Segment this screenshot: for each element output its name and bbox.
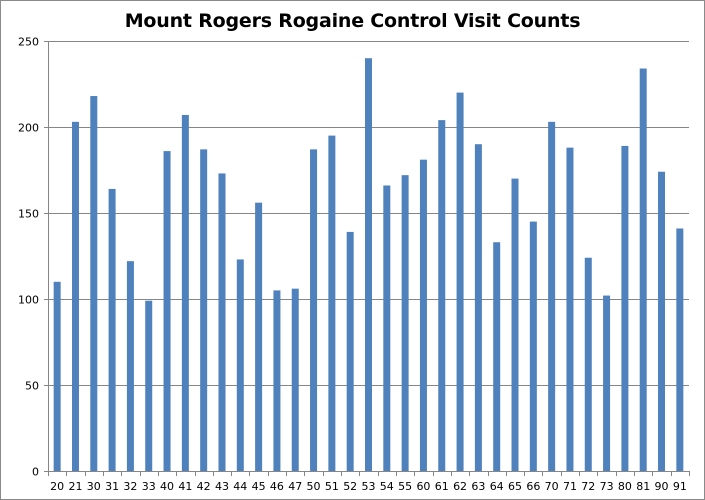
bar-47: [291, 288, 299, 471]
x-tick-label: 60: [416, 480, 430, 493]
bar-72: [584, 257, 592, 471]
x-tick-label: 80: [618, 480, 632, 493]
x-tick-label: 91: [673, 480, 687, 493]
x-tick-label: 62: [453, 480, 467, 493]
bar-51: [328, 135, 336, 471]
x-tick-label: 43: [215, 480, 229, 493]
x-tick-label: 63: [471, 480, 485, 493]
x-tick-label: 31: [105, 480, 119, 493]
x-tick-label: 42: [197, 480, 211, 493]
bar-43: [218, 173, 226, 471]
bar-63: [474, 144, 482, 471]
x-tick-label: 20: [50, 480, 64, 493]
bar-70: [548, 121, 556, 471]
x-tick-label: 46: [270, 480, 284, 493]
bar-42: [200, 149, 208, 472]
bar-81: [639, 68, 647, 472]
x-tick-label: 73: [600, 480, 614, 493]
x-tick-label: 47: [288, 480, 302, 493]
x-tick-label: 52: [343, 480, 357, 493]
x-tick-label: 33: [142, 480, 156, 493]
y-tick-label: 50: [25, 380, 39, 393]
y-tick-label: 0: [32, 466, 39, 479]
bar-90: [658, 171, 666, 471]
x-tick-label: 41: [178, 480, 192, 493]
bar-52: [346, 231, 354, 471]
bar-50: [310, 149, 318, 472]
x-tick-label: 44: [233, 480, 247, 493]
y-tick-label: 250: [18, 36, 39, 49]
x-tick-label: 61: [435, 480, 449, 493]
bar-71: [566, 147, 574, 471]
bar-65: [511, 178, 519, 471]
bar-40: [163, 151, 171, 471]
bar-46: [273, 290, 281, 471]
y-tick-label: 200: [18, 122, 39, 135]
bar-54: [383, 185, 391, 472]
y-tick-label: 100: [18, 294, 39, 307]
x-tick-label: 64: [490, 480, 504, 493]
x-tick-label: 45: [252, 480, 266, 493]
x-tick-label: 71: [563, 480, 577, 493]
axes: [44, 41, 690, 476]
bar-45: [255, 202, 263, 471]
bar-33: [145, 300, 153, 471]
x-tick-label: 32: [123, 480, 137, 493]
x-tick-label: 66: [526, 480, 540, 493]
x-tick-label: 50: [307, 480, 321, 493]
bar-60: [419, 159, 427, 471]
x-tick-label: 51: [325, 480, 339, 493]
x-tick-label: 53: [362, 480, 376, 493]
x-tick-label: 72: [581, 480, 595, 493]
bar-80: [621, 145, 629, 472]
bar-62: [456, 92, 464, 471]
bar-55: [401, 175, 409, 471]
x-axis-tick-labels: 20 21 30 31 32 33 40 41 42 43 44 45 46 47 50 51 52 53 54 55…: [50, 480, 687, 493]
bar-44: [236, 259, 244, 471]
bar-66: [529, 221, 537, 471]
x-tick-label: 90: [655, 480, 669, 493]
bar-73: [603, 295, 611, 471]
bar-91: [676, 228, 684, 471]
bar-64: [493, 242, 501, 471]
x-tick-label: 21: [68, 480, 82, 493]
y-tick-label: 150: [18, 208, 39, 221]
x-tick-label: 55: [398, 480, 412, 493]
x-tick-label: 54: [380, 480, 394, 493]
bar-20: [53, 281, 61, 471]
bar-32: [126, 261, 134, 471]
x-tick-label: 70: [545, 480, 559, 493]
bar-61: [438, 120, 446, 472]
x-tick-label: 65: [508, 480, 522, 493]
x-tick-label: 40: [160, 480, 174, 493]
bar-53: [365, 58, 372, 471]
y-axis-tick-labels: 0 50 100 150 200 250: [18, 36, 39, 479]
bar-41: [181, 114, 189, 472]
chart-title: Mount Rogers Rogaine Control Visit Count…: [124, 10, 581, 32]
bar-30: [90, 96, 98, 471]
bars: [53, 58, 684, 472]
x-tick-label: 30: [87, 480, 101, 493]
bar-21: [71, 121, 79, 471]
x-tick-label: 81: [636, 480, 650, 493]
bar-31: [108, 188, 116, 472]
